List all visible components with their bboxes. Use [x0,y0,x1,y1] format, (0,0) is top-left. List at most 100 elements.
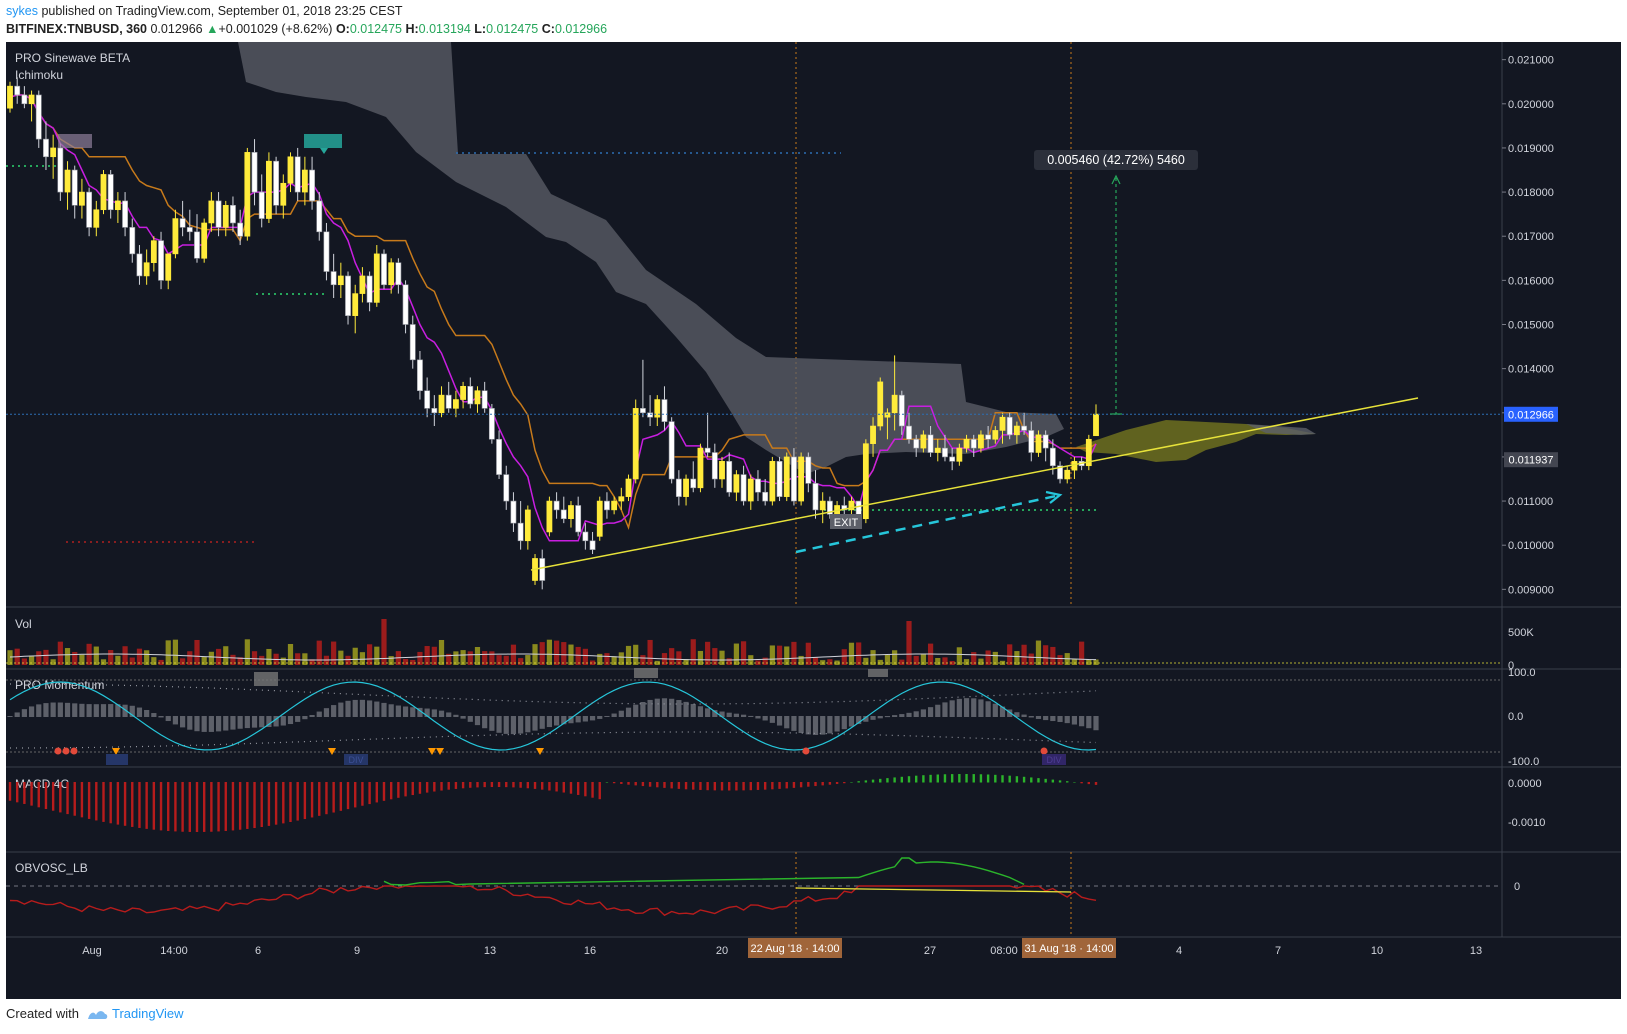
momentum-line [9,681,1097,751]
volume-bar [122,646,128,665]
chart-area[interactable]: 0.021000 0.020000 0.019000 0.018000 0.017000… [6,42,1621,999]
volume-bar [963,659,970,665]
volume-bar [798,655,804,665]
momentum-bar [417,707,423,717]
momentum-bar [424,708,430,717]
candle [539,549,546,590]
indicator-label-sinewave[interactable]: PRO Sinewave BETA [15,51,130,65]
macd-bar [627,782,630,785]
close-label: C: [541,22,555,36]
momentum-bar [927,707,934,717]
momentum-bar [410,707,416,717]
candle [402,280,409,334]
volume-bar [367,644,373,665]
macd-bar [713,782,717,791]
momentum-bar [589,716,596,721]
momentum-bar [532,716,538,731]
candle [517,501,524,550]
candle [934,439,941,462]
price-tick-11: 0.010000 [1508,540,1554,552]
momentum-bar [510,716,517,735]
candle [906,412,912,444]
momentum-bar [726,712,732,717]
macd-bar [116,782,120,825]
candle [898,390,905,435]
macd-bar [490,782,494,788]
momentum-bar [640,702,646,717]
momentum-bar [877,716,883,719]
momentum-bar [64,702,71,717]
macd-bar [361,782,364,806]
volume-bar [863,657,869,665]
macd-bar [943,774,947,783]
macd-bar [914,775,918,783]
indicator-label-ichimoku[interactable]: Ichimoku [15,68,63,82]
macd-bar [576,782,580,795]
pane-label-obvosc[interactable]: OBVOSC_LB [15,861,88,875]
momentum-bar [259,716,265,728]
volume-bar [1071,659,1078,665]
candle [683,474,689,506]
price-tick-5: 0.016000 [1508,275,1554,287]
volume-bar [726,658,732,665]
candle [697,443,704,493]
ichimoku-cloud-bearish [238,42,1064,474]
momentum-bar [697,706,704,717]
candle [524,505,531,550]
trendline[interactable] [530,397,1419,571]
chart-svg[interactable]: 0.021000 0.020000 0.019000 0.018000 0.017000… [6,42,1621,999]
macd-bar [217,782,220,832]
macd-bar [238,782,242,830]
macd-bar [886,778,889,783]
volume-bar [194,639,200,665]
candle [194,214,200,263]
macd-bar [950,774,954,783]
projection-arrow[interactable] [795,494,1057,554]
volume-bar [151,657,157,665]
macd-bar [843,782,846,784]
candle [1085,434,1092,471]
time-tick-11: 10 [1371,945,1383,957]
candle [309,156,315,210]
tradingview-link[interactable]: TradingView [112,1006,184,1021]
up-arrow-icon: ▲ [206,22,219,36]
volume-bar [561,642,567,665]
price-tick-7: 0.014000 [1508,364,1554,376]
pane-label-macd[interactable]: MACD 4C [15,777,69,791]
tenkan-line [9,94,1097,542]
candle [632,399,639,484]
open-value: 0.012475 [349,22,402,36]
momentum-bar [568,716,574,724]
volume-bar [467,651,473,665]
macd-bar [433,782,436,792]
signal-marker-grey [58,134,92,148]
pane-label-vol[interactable]: Vol [15,617,32,631]
volume-bar [633,644,639,665]
momentum-bar [762,716,768,721]
author-link[interactable]: sykes [6,4,38,18]
momentum-bar [338,702,344,717]
macd-bar [159,782,163,831]
macd-bar [699,782,702,790]
volume-bar [805,642,811,665]
high-value: 0.013194 [418,22,471,36]
momentum-bar [1071,716,1078,725]
candle [805,452,812,493]
momentum-bar [712,710,718,717]
macd-bar [828,782,832,785]
exit-marker [830,514,862,529]
signal-marker-teal [304,134,342,148]
volume-bar [108,650,114,665]
momentum-bar [827,716,833,734]
momentum-bar [618,710,624,717]
div-label-2: DIV [1046,755,1061,765]
momentum-bar [1021,714,1027,717]
candle [474,386,481,413]
candle [215,192,222,237]
volume-bar [388,656,394,665]
momentum-bar [21,709,27,717]
pane-label-momentum[interactable]: PRO Momentum [15,678,104,692]
macd-bar [749,782,752,791]
momentum-bar [230,716,236,730]
price-tick-10: 0.011000 [1508,496,1553,508]
